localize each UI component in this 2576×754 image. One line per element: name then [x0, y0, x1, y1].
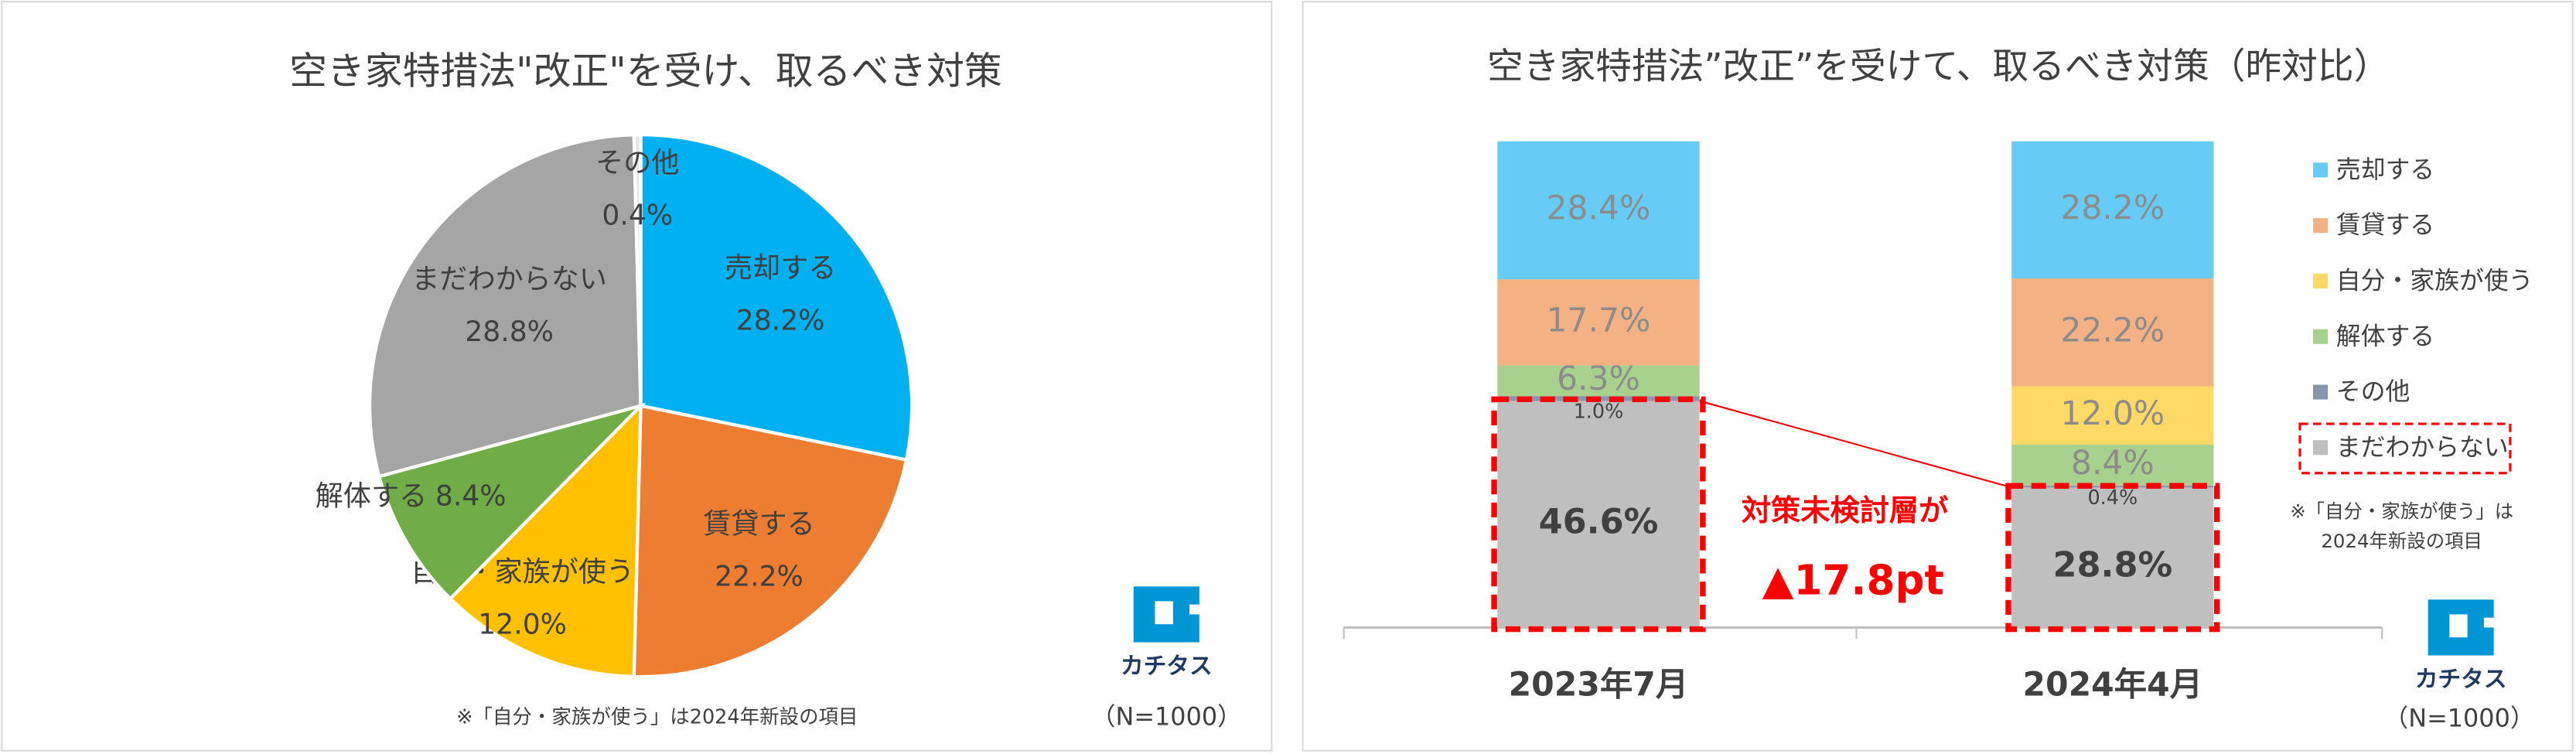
value-label: 8.4% [435, 479, 507, 513]
legend-swatch [2312, 273, 2329, 289]
legend-swatch [2312, 162, 2329, 178]
value-label: 1.0% [1574, 400, 1624, 423]
pie-slice [367, 133, 643, 479]
bar-segment [2011, 386, 2214, 445]
annotation: ▲17.8pt [1762, 557, 1944, 605]
slice-label: 解体する 8.4% [316, 479, 507, 513]
pie-slice [377, 402, 647, 602]
sample-size: （N=1000） [1091, 701, 1242, 731]
value-label: 28.4% [1547, 189, 1651, 227]
annotation: 対策未検討層が [1742, 494, 1949, 528]
category-label: 解体する [316, 479, 427, 513]
footnote: ※「自分・家族が使う」は2024年新設の項目 [456, 705, 858, 728]
bar-segment [2011, 141, 2214, 278]
value-label: 8.4% [2071, 445, 2155, 483]
legend-label: 解体する [2336, 321, 2434, 350]
x-tick-label: 2024年4月 [2022, 666, 2202, 704]
sample-size: （N=1000） [2383, 703, 2534, 732]
pie-slice [448, 401, 643, 679]
pie-slice [632, 404, 909, 679]
logo-text: カチタス [2415, 666, 2507, 693]
legend-highlight [2298, 422, 2512, 475]
category-label: その他 [595, 145, 679, 179]
footnote: ※「自分・家族が使う」は [2290, 500, 2513, 523]
legend-swatch [2312, 329, 2329, 344]
legend-swatch [2312, 218, 2329, 234]
bar-segment [1497, 365, 1700, 397]
value-label: 17.7% [1547, 302, 1651, 339]
highlight-box [1491, 396, 1706, 633]
bar-segment [1497, 141, 1700, 280]
connector [1699, 400, 2012, 489]
highlight-box [2005, 483, 2220, 633]
value-label: 12.0% [2060, 395, 2165, 433]
legend-label: 売却する [2336, 155, 2434, 184]
bar-segment [1497, 279, 1700, 366]
footnote: 2024年新設の項目 [2321, 530, 2482, 552]
value-label: 28.8% [2052, 545, 2172, 585]
value-label: 46.6% [1539, 502, 1659, 542]
bar-segment [1497, 401, 1700, 628]
legend-label: 賃貸する [2336, 210, 2434, 240]
value-label: 0.4% [2087, 486, 2138, 510]
value-label: 28.2% [2060, 189, 2165, 227]
legend-swatch [2312, 384, 2329, 400]
value-label: 28.8% [465, 315, 554, 348]
bar-segment [2011, 445, 2214, 486]
legend-label: その他 [2336, 377, 2411, 406]
value-label: 6.3% [1557, 360, 1640, 398]
value-label: 12.0% [478, 607, 567, 640]
value-label: 22.2% [2060, 312, 2165, 350]
chart-title: 空き家特措法”改正”を受けて、取るべき対策（昨対比） [1487, 46, 2390, 88]
pie-slice [639, 133, 914, 462]
logo-text: カチタス [1121, 653, 1213, 680]
pie-slice [632, 133, 643, 406]
chart-title: 空き家特措法"改正"を受け、取るべき対策 [289, 49, 1002, 94]
logo: カチタス [1121, 586, 1213, 680]
legend-label: 自分・家族が使う [2336, 266, 2533, 295]
legend-label: まだわからない [2336, 432, 2509, 462]
value-label: 22.2% [715, 560, 804, 593]
legend-swatch [2312, 440, 2329, 455]
x-tick-label: 2023年7月 [1509, 666, 1689, 704]
value-label: 0.4% [602, 198, 673, 231]
bar-segment [2011, 278, 2214, 387]
category-label: まだわからない [411, 262, 607, 295]
category-label: 賃貸する [703, 507, 814, 541]
logo: カチタス [2415, 599, 2507, 693]
value-label: 28.2% [736, 303, 825, 336]
category-label: 売却する [725, 251, 836, 284]
bar-segment [2011, 487, 2214, 628]
